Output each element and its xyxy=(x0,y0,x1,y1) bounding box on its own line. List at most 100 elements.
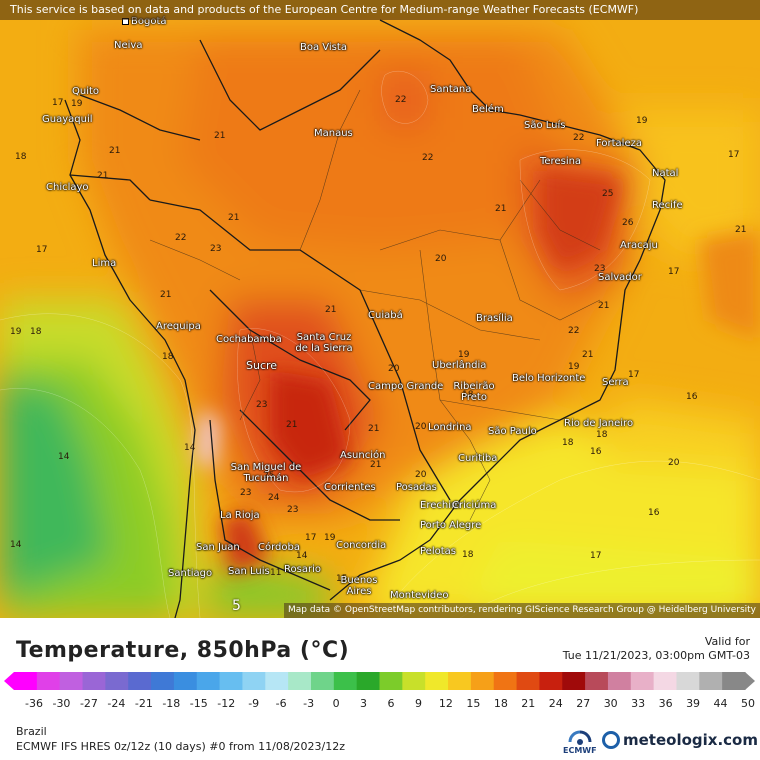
city-marker[interactable]: San Juan xyxy=(196,542,240,553)
city-marker[interactable]: Campo Grande xyxy=(368,381,444,392)
colorbar-tick-label: -18 xyxy=(162,697,181,710)
ecmwf-notice: This service is based on data and produc… xyxy=(0,0,760,20)
isotherm-label: 20 xyxy=(415,422,427,432)
city-marker[interactable]: Chiclayo xyxy=(46,182,89,193)
city-marker[interactable]: Guayaquil xyxy=(42,114,93,125)
isotherm-label: 23 xyxy=(594,264,606,274)
isotherm-label: 21 xyxy=(286,420,298,430)
city-marker[interactable]: Recife xyxy=(652,200,683,211)
colorbar-swatch xyxy=(539,672,563,690)
city-marker[interactable]: Fortaleza xyxy=(596,138,642,149)
city-marker[interactable]: Santiago xyxy=(168,568,213,579)
model-run-label: ECMWF IFS HRES 0z/12z (10 days) #0 from … xyxy=(16,740,345,753)
city-marker[interactable]: Quito xyxy=(72,86,100,97)
isotherm-label: 18 xyxy=(30,327,42,337)
colorbar-swatch xyxy=(379,672,403,690)
isotherm-label: 19 xyxy=(568,362,580,372)
city-marker[interactable]: Posadas xyxy=(396,482,437,493)
city-marker[interactable]: Neiva xyxy=(114,40,143,51)
city-marker[interactable]: Erechim xyxy=(420,500,461,511)
colorbar-tick-label: -6 xyxy=(275,697,287,710)
city-marker[interactable]: Criciúma xyxy=(452,500,497,511)
colorbar-swatch xyxy=(699,672,723,690)
city-marker[interactable]: Boa Vista xyxy=(300,42,347,53)
city-marker[interactable]: Serra xyxy=(602,377,629,388)
city-marker[interactable]: Corrientes xyxy=(324,482,376,493)
ecmwf-logo-icon xyxy=(568,730,592,745)
city-marker[interactable]: San Luis xyxy=(228,566,270,577)
colorbar-swatch xyxy=(425,672,449,690)
state-lines xyxy=(149,89,601,521)
colorbar-tick-label: 39 xyxy=(686,697,701,710)
city-marker[interactable]: Rosario xyxy=(284,564,321,575)
isotherm-label: 22 xyxy=(573,133,585,143)
city-marker[interactable]: Porto Alegre xyxy=(420,520,482,531)
city-marker[interactable]: Buenos Aires xyxy=(340,575,378,597)
city-marker[interactable]: São Luís xyxy=(524,120,566,131)
map-area[interactable]: 17 19 21 18 21 21 22 22 19 22 17 21 23 2… xyxy=(0,0,760,618)
city-marker[interactable]: Belém xyxy=(472,104,504,115)
city-marker[interactable]: Santa Cruz de la Sierra xyxy=(295,332,353,354)
isotherm-label: 25 xyxy=(263,471,275,481)
city-marker[interactable]: San Miguel de Tucumán xyxy=(230,462,302,484)
city-marker[interactable]: Curitiba xyxy=(458,453,498,464)
city-marker[interactable]: Montevideo xyxy=(390,590,449,601)
isotherm-label: 20 xyxy=(435,254,447,264)
city-marker[interactable]: Ribeirão Preto xyxy=(453,381,495,403)
isotherm-label: 17 xyxy=(52,98,64,108)
colorbar-swatch xyxy=(722,672,746,690)
colorbar-tick-label: 15 xyxy=(466,697,481,710)
isotherm-label: 17 xyxy=(305,533,317,543)
city-marker[interactable]: Arequipa xyxy=(156,321,201,332)
colorbar-tick-label: 36 xyxy=(658,697,673,710)
isotherm-label: 18 xyxy=(462,550,474,560)
city-marker[interactable]: Pelotas xyxy=(420,546,456,557)
city-marker[interactable]: Londrina xyxy=(428,422,472,433)
isotherm-label: 22 xyxy=(422,153,434,163)
city-marker[interactable]: Aracaju xyxy=(620,240,658,251)
meteologix-logo[interactable]: meteologix.com xyxy=(602,728,758,752)
city-marker[interactable]: Cuiabá xyxy=(368,310,403,321)
city-marker[interactable]: Teresina xyxy=(540,156,582,167)
isotherm-label: 23 xyxy=(256,400,268,410)
city-marker[interactable]: Belo Horizonte xyxy=(512,373,586,384)
city-marker[interactable]: La Rioja xyxy=(220,510,260,521)
colorbar-tick-label: 12 xyxy=(438,697,453,710)
city-marker[interactable]: Concordia xyxy=(336,540,387,551)
isotherm-label: 21 xyxy=(325,305,337,315)
colorbar-min-arrow xyxy=(4,672,14,690)
colorbar-swatch xyxy=(173,672,198,690)
isotherm-label: 21 xyxy=(97,171,109,181)
city-marker[interactable]: Manaus xyxy=(314,128,353,139)
city-marker[interactable]: Asunción xyxy=(340,450,386,461)
colorbar-swatch xyxy=(242,672,266,690)
city-marker[interactable]: Salvador xyxy=(598,272,642,283)
city-marker[interactable]: Cochabamba xyxy=(216,334,282,345)
colorbar-swatch xyxy=(653,672,677,690)
city-marker[interactable]: Santana xyxy=(430,84,472,95)
map-attribution[interactable]: Map data © OpenStreetMap contributors, r… xyxy=(284,603,760,618)
isotherm-label: 18 xyxy=(562,438,574,448)
colorbar-swatch xyxy=(265,672,289,690)
city-marker[interactable]: Natal xyxy=(652,168,679,179)
isotherm-label: 24 xyxy=(268,493,280,503)
colorbar-tick-label: -15 xyxy=(189,697,208,710)
colorbar-tick-label: 9 xyxy=(414,697,422,710)
colorbar-swatch xyxy=(562,672,586,690)
colorbar-swatch xyxy=(470,672,495,690)
city-marker[interactable]: Córdoba xyxy=(258,542,300,553)
city-marker[interactable]: Brasília xyxy=(476,313,513,324)
colorbar-tick-label: 27 xyxy=(576,697,591,710)
city-marker[interactable]: Sucre xyxy=(246,359,278,372)
city-marker[interactable]: Lima xyxy=(92,258,117,269)
colorbar-tick-label: -30 xyxy=(52,697,71,710)
city-marker[interactable]: Uberlândia xyxy=(432,360,487,371)
valid-label: Valid for xyxy=(704,635,750,648)
colorbar-swatch xyxy=(607,672,632,690)
isotherm-label: 19 xyxy=(10,327,22,337)
isotherm-label: 14 xyxy=(296,551,308,561)
isotherm-label: 14 xyxy=(58,452,70,462)
colorbar-tick-label: 18 xyxy=(493,697,508,710)
city-marker[interactable]: Rio de Janeiro xyxy=(564,418,634,429)
city-marker[interactable]: São Paulo xyxy=(488,426,537,437)
